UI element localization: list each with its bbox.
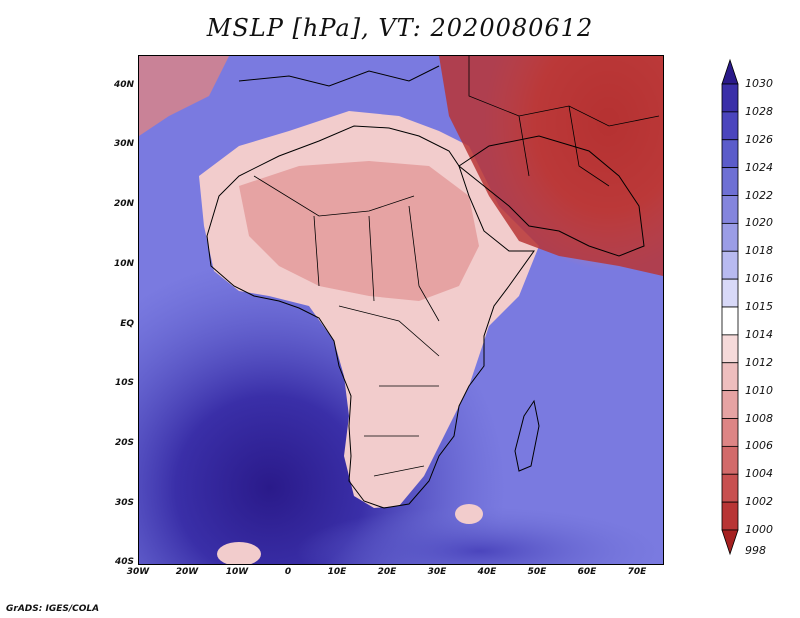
y-tick-30n: 30N <box>113 139 134 149</box>
colorbar-arrow-bottom <box>721 529 739 556</box>
colorbar-label: 1018 <box>745 244 773 258</box>
y-tick-20s: 20S <box>114 438 134 448</box>
colorbar-label: 998 <box>745 544 766 557</box>
colorbar-arrow-top <box>721 58 739 85</box>
x-tick-0: 0 <box>284 567 292 577</box>
colorbar-segment <box>721 222 739 252</box>
colorbar-label: 1024 <box>745 160 773 174</box>
colorbar <box>721 58 739 556</box>
x-tick-20w: 20W <box>175 567 199 577</box>
colorbar-segment <box>721 390 739 419</box>
y-tick-40s: 40S <box>114 557 134 567</box>
colorbar-segment <box>721 250 739 280</box>
colorbar-segment <box>721 195 739 224</box>
map-field <box>139 56 663 564</box>
colorbar-segment <box>721 83 739 113</box>
colorbar-label: 1006 <box>745 439 773 453</box>
colorbar-segment <box>721 334 739 364</box>
x-tick-30e: 30E <box>427 567 447 577</box>
x-tick-10w: 10W <box>225 567 249 577</box>
colorbar-segment <box>721 167 739 196</box>
x-tick-20e: 20E <box>377 567 397 577</box>
colorbar-label: 1015 <box>745 300 773 313</box>
mslp-map <box>138 55 664 565</box>
colorbar-label: 1026 <box>745 132 773 146</box>
colorbar-segment <box>721 418 739 447</box>
colorbar-label: 1022 <box>745 188 773 202</box>
colorbar-label: 1008 <box>745 411 773 425</box>
y-tick-10n: 10N <box>113 259 134 269</box>
colorbar-label: 1000 <box>745 523 773 536</box>
colorbar-label: 1020 <box>745 216 773 230</box>
colorbar-label: 1030 <box>745 77 773 90</box>
colorbar-segment <box>721 111 739 141</box>
colorbar-label: 1014 <box>745 327 773 341</box>
x-tick-30w: 30W <box>126 567 150 577</box>
colorbar-segment <box>721 473 739 503</box>
x-tick-50e: 50E <box>527 567 547 577</box>
colorbar-segment <box>721 445 739 475</box>
x-tick-70e: 70E <box>627 567 647 577</box>
colorbar-segment <box>721 278 739 308</box>
colorbar-segment <box>721 139 739 169</box>
colorbar-segment <box>721 362 739 392</box>
x-tick-40e: 40E <box>477 567 497 577</box>
y-tick-eq: EQ <box>120 319 134 329</box>
colorbar-label: 1016 <box>745 272 773 286</box>
colorbar-label: 1010 <box>745 383 773 397</box>
colorbar-label: 1028 <box>745 104 773 118</box>
credit-text: GrADS: IGES/COLA <box>6 604 100 614</box>
y-tick-40n: 40N <box>113 80 134 90</box>
y-tick-10s: 10S <box>114 378 134 388</box>
colorbar-segment <box>721 306 739 336</box>
x-tick-60e: 60E <box>577 567 597 577</box>
map-title: MSLP [hPa], VT: 2020080612 <box>206 14 594 42</box>
colorbar-label: 1004 <box>745 467 773 481</box>
colorbar-label: 1002 <box>745 495 773 509</box>
y-tick-20n: 20N <box>113 199 134 209</box>
colorbar-segment <box>721 501 739 531</box>
x-tick-10e: 10E <box>327 567 347 577</box>
colorbar-label: 1012 <box>745 355 773 369</box>
y-tick-30s: 30S <box>114 498 134 508</box>
